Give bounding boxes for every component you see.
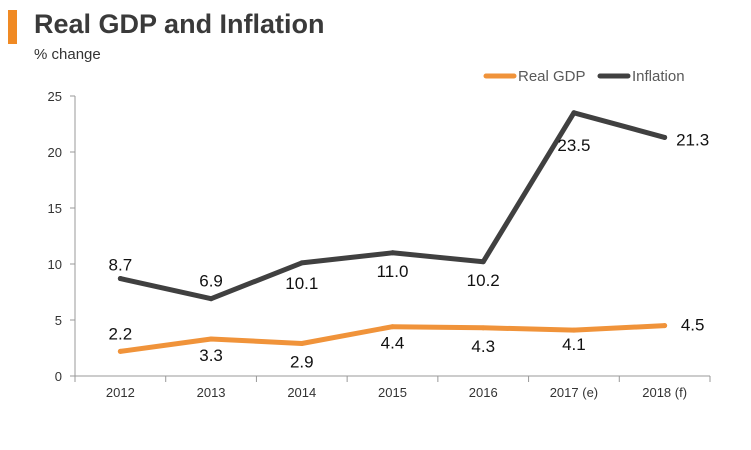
title-accent-bar	[8, 10, 17, 44]
x-tick-label: 2017 (e)	[550, 385, 598, 400]
inflation-data-label: 6.9	[199, 272, 223, 291]
inflation-point	[208, 296, 214, 302]
x-axis: 2012 2013 2014 2015 2016 2017 (e) 2018 (f)	[74, 375, 711, 400]
data-labels: 2.2 3.3 2.9 4.4 4.3 4.1 4.5 8.7 6.9 10.1 11.0 10.2 2…	[109, 130, 710, 371]
legend-label: Inflation	[632, 68, 685, 85]
real-gdp-point	[299, 341, 305, 347]
real-gdp-data-label: 4.4	[381, 334, 405, 353]
x-tick-label: 2014	[287, 385, 316, 400]
series-layer	[117, 110, 668, 354]
inflation-data-label: 23.5	[557, 136, 590, 155]
y-tick-label: 0	[55, 369, 62, 384]
x-tick-label: 2012	[106, 385, 135, 400]
legend-label: Real GDP	[518, 68, 586, 85]
real-gdp-data-label: 4.1	[562, 335, 586, 354]
y-tick-label: 5	[55, 313, 62, 328]
y-axis: 0 5 10 15 20 25	[48, 89, 76, 384]
x-tick-label: 2016	[469, 385, 498, 400]
real-gdp-data-label: 2.2	[109, 324, 133, 343]
x-tick-label: 2013	[197, 385, 226, 400]
x-tick-label: 2018 (f)	[642, 385, 687, 400]
real-gdp-point	[117, 348, 123, 354]
inflation-point	[662, 134, 668, 140]
inflation-data-label: 10.1	[285, 274, 318, 293]
inflation-data-label: 11.0	[377, 262, 409, 281]
real-gdp-point	[662, 323, 668, 329]
inflation-data-label: 8.7	[109, 256, 133, 275]
inflation-point	[480, 259, 486, 265]
y-tick-label: 20	[48, 145, 62, 160]
inflation-point	[299, 260, 305, 266]
real-gdp-point	[571, 327, 577, 333]
x-tick-label: 2015	[378, 385, 407, 400]
legend-item-real-gdp: Real GDP	[483, 68, 586, 85]
chart-title: Real GDP and Inflation	[34, 9, 325, 39]
y-tick-label: 25	[48, 89, 62, 104]
real-gdp-point	[480, 325, 486, 331]
real-gdp-point	[390, 324, 395, 330]
real-gdp-data-label: 4.5	[681, 316, 705, 335]
legend: Real GDP Inflation	[483, 68, 685, 85]
chart-subtitle: % change	[34, 46, 101, 63]
inflation-point	[117, 276, 123, 282]
legend-item-inflation: Inflation	[597, 68, 685, 85]
real-gdp-data-label: 3.3	[199, 346, 223, 365]
real-gdp-data-label: 2.9	[290, 353, 314, 372]
inflation-data-label: 21.3	[676, 130, 709, 149]
inflation-point	[390, 250, 395, 256]
y-tick-label: 10	[48, 257, 62, 272]
real-gdp-point	[208, 336, 214, 342]
real-gdp-data-label: 4.3	[471, 337, 495, 356]
y-tick-label: 15	[48, 201, 62, 216]
inflation-data-label: 10.2	[467, 271, 500, 290]
inflation-point	[571, 110, 577, 116]
